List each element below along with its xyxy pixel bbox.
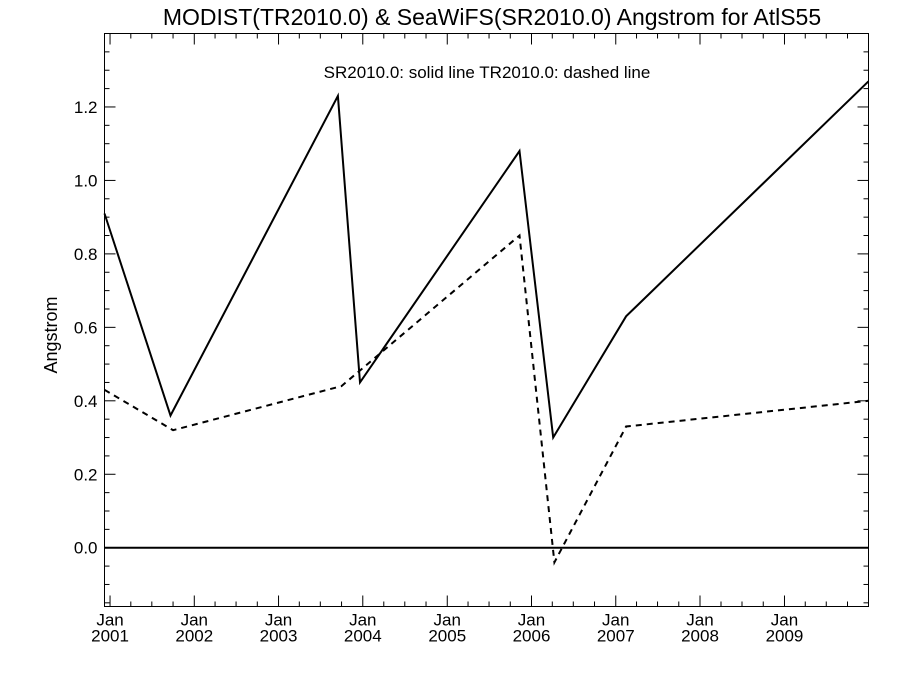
x-tick-year-label: 2007: [597, 627, 635, 646]
y-tick-label: 0.6: [74, 318, 98, 337]
x-tick-month-label: Jan: [518, 611, 545, 630]
x-tick-year-label: 2003: [260, 627, 298, 646]
y-tick-labels: 0.0 0.2 0.4 0.6 0.8 1.0 1.2: [74, 98, 98, 558]
series-layer: [103, 80, 870, 566]
axis-ticks: [104, 33, 869, 607]
x-tick-month-label: Jan: [434, 611, 461, 630]
dashed-series-line: [103, 233, 869, 566]
y-tick-label: 0.4: [74, 392, 98, 411]
y-tick-label: 1.0: [74, 171, 98, 190]
y-axis-label: Angstrom: [41, 296, 61, 373]
x-tick-month-label: Jan: [96, 611, 123, 630]
x-tick-month-label: Jan: [349, 611, 376, 630]
x-tick-year-label: 2001: [91, 627, 129, 646]
y-tick-label: 0.8: [74, 245, 98, 264]
x-tick-month-label: Jan: [686, 611, 713, 630]
x-tick-year-label: 2005: [428, 627, 466, 646]
y-tick-label: 0.2: [74, 465, 98, 484]
x-tick-month-label: Jan: [602, 611, 629, 630]
y-tick-label: 0.0: [74, 539, 98, 558]
x-tick-month-label: Jan: [181, 611, 208, 630]
solid-series-line: [103, 80, 870, 441]
x-tick-month-label: Jan: [265, 611, 292, 630]
x-tick-year-label: 2006: [513, 627, 551, 646]
plot-frame: [104, 33, 869, 607]
x-tick-year-label: 2002: [175, 627, 213, 646]
x-tick-labels: Jan2001Jan2002Jan2003Jan2004Jan2005Jan20…: [91, 611, 803, 646]
x-tick-year-label: 2008: [681, 627, 719, 646]
line-style-annotation: SR2010.0: solid line TR2010.0: dashed li…: [324, 63, 651, 82]
chart-title: MODIST(TR2010.0) & SeaWiFS(SR2010.0) Ang…: [163, 4, 821, 30]
x-tick-month-label: Jan: [771, 611, 798, 630]
y-tick-label: 1.2: [74, 98, 98, 117]
x-tick-year-label: 2004: [344, 627, 382, 646]
x-tick-year-label: 2009: [766, 627, 804, 646]
